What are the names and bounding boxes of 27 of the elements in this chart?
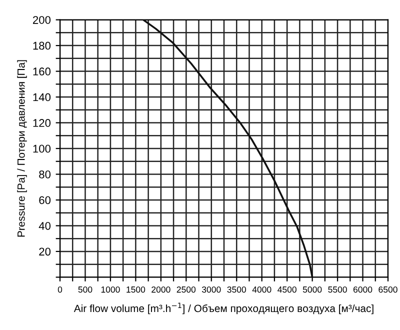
x-tick-label: 5000 [302, 286, 322, 293]
y-tick-label: 60 [39, 196, 51, 204]
x-tick-label: 3500 [227, 286, 246, 293]
x-axis-title: Air flow volume [m³.h$^{−1}$] / Объем проходящего воздуха [м³/час] [74, 302, 374, 314]
x-tick-label: 2500 [176, 286, 196, 293]
y-tick-label: 80 [39, 170, 51, 178]
x-tick-label: 1000 [101, 286, 120, 293]
x-tick-label: 5500 [328, 286, 347, 293]
y-tick-label: 40 [38, 222, 51, 230]
y-tick-label: 100 [33, 144, 51, 153]
x-tick-label: 0 [58, 286, 62, 293]
y-tick-label: 160 [33, 68, 51, 76]
x-tick-label: 500 [78, 286, 92, 293]
x-tick-label: 1500 [126, 286, 146, 293]
y-tick-label: 20 [39, 248, 51, 256]
y-tick-label: 140 [33, 93, 51, 102]
x-tick-label: 6000 [353, 286, 372, 293]
x-tick-label: 4000 [252, 286, 272, 293]
line-series [142, 20, 314, 278]
y-tick-label: 120 [33, 119, 51, 127]
x-tick-label: 6500 [378, 286, 398, 293]
x-tick-label: 2000 [152, 286, 170, 293]
y-tick-label: 200 [32, 16, 51, 24]
y-axis-title: Pressure [Pa] / Потери давления [Па] [17, 60, 27, 237]
x-tick-label: 4500 [278, 286, 296, 293]
y-tick-label: 180 [33, 42, 51, 50]
x-tick-label: 3000 [202, 286, 221, 293]
